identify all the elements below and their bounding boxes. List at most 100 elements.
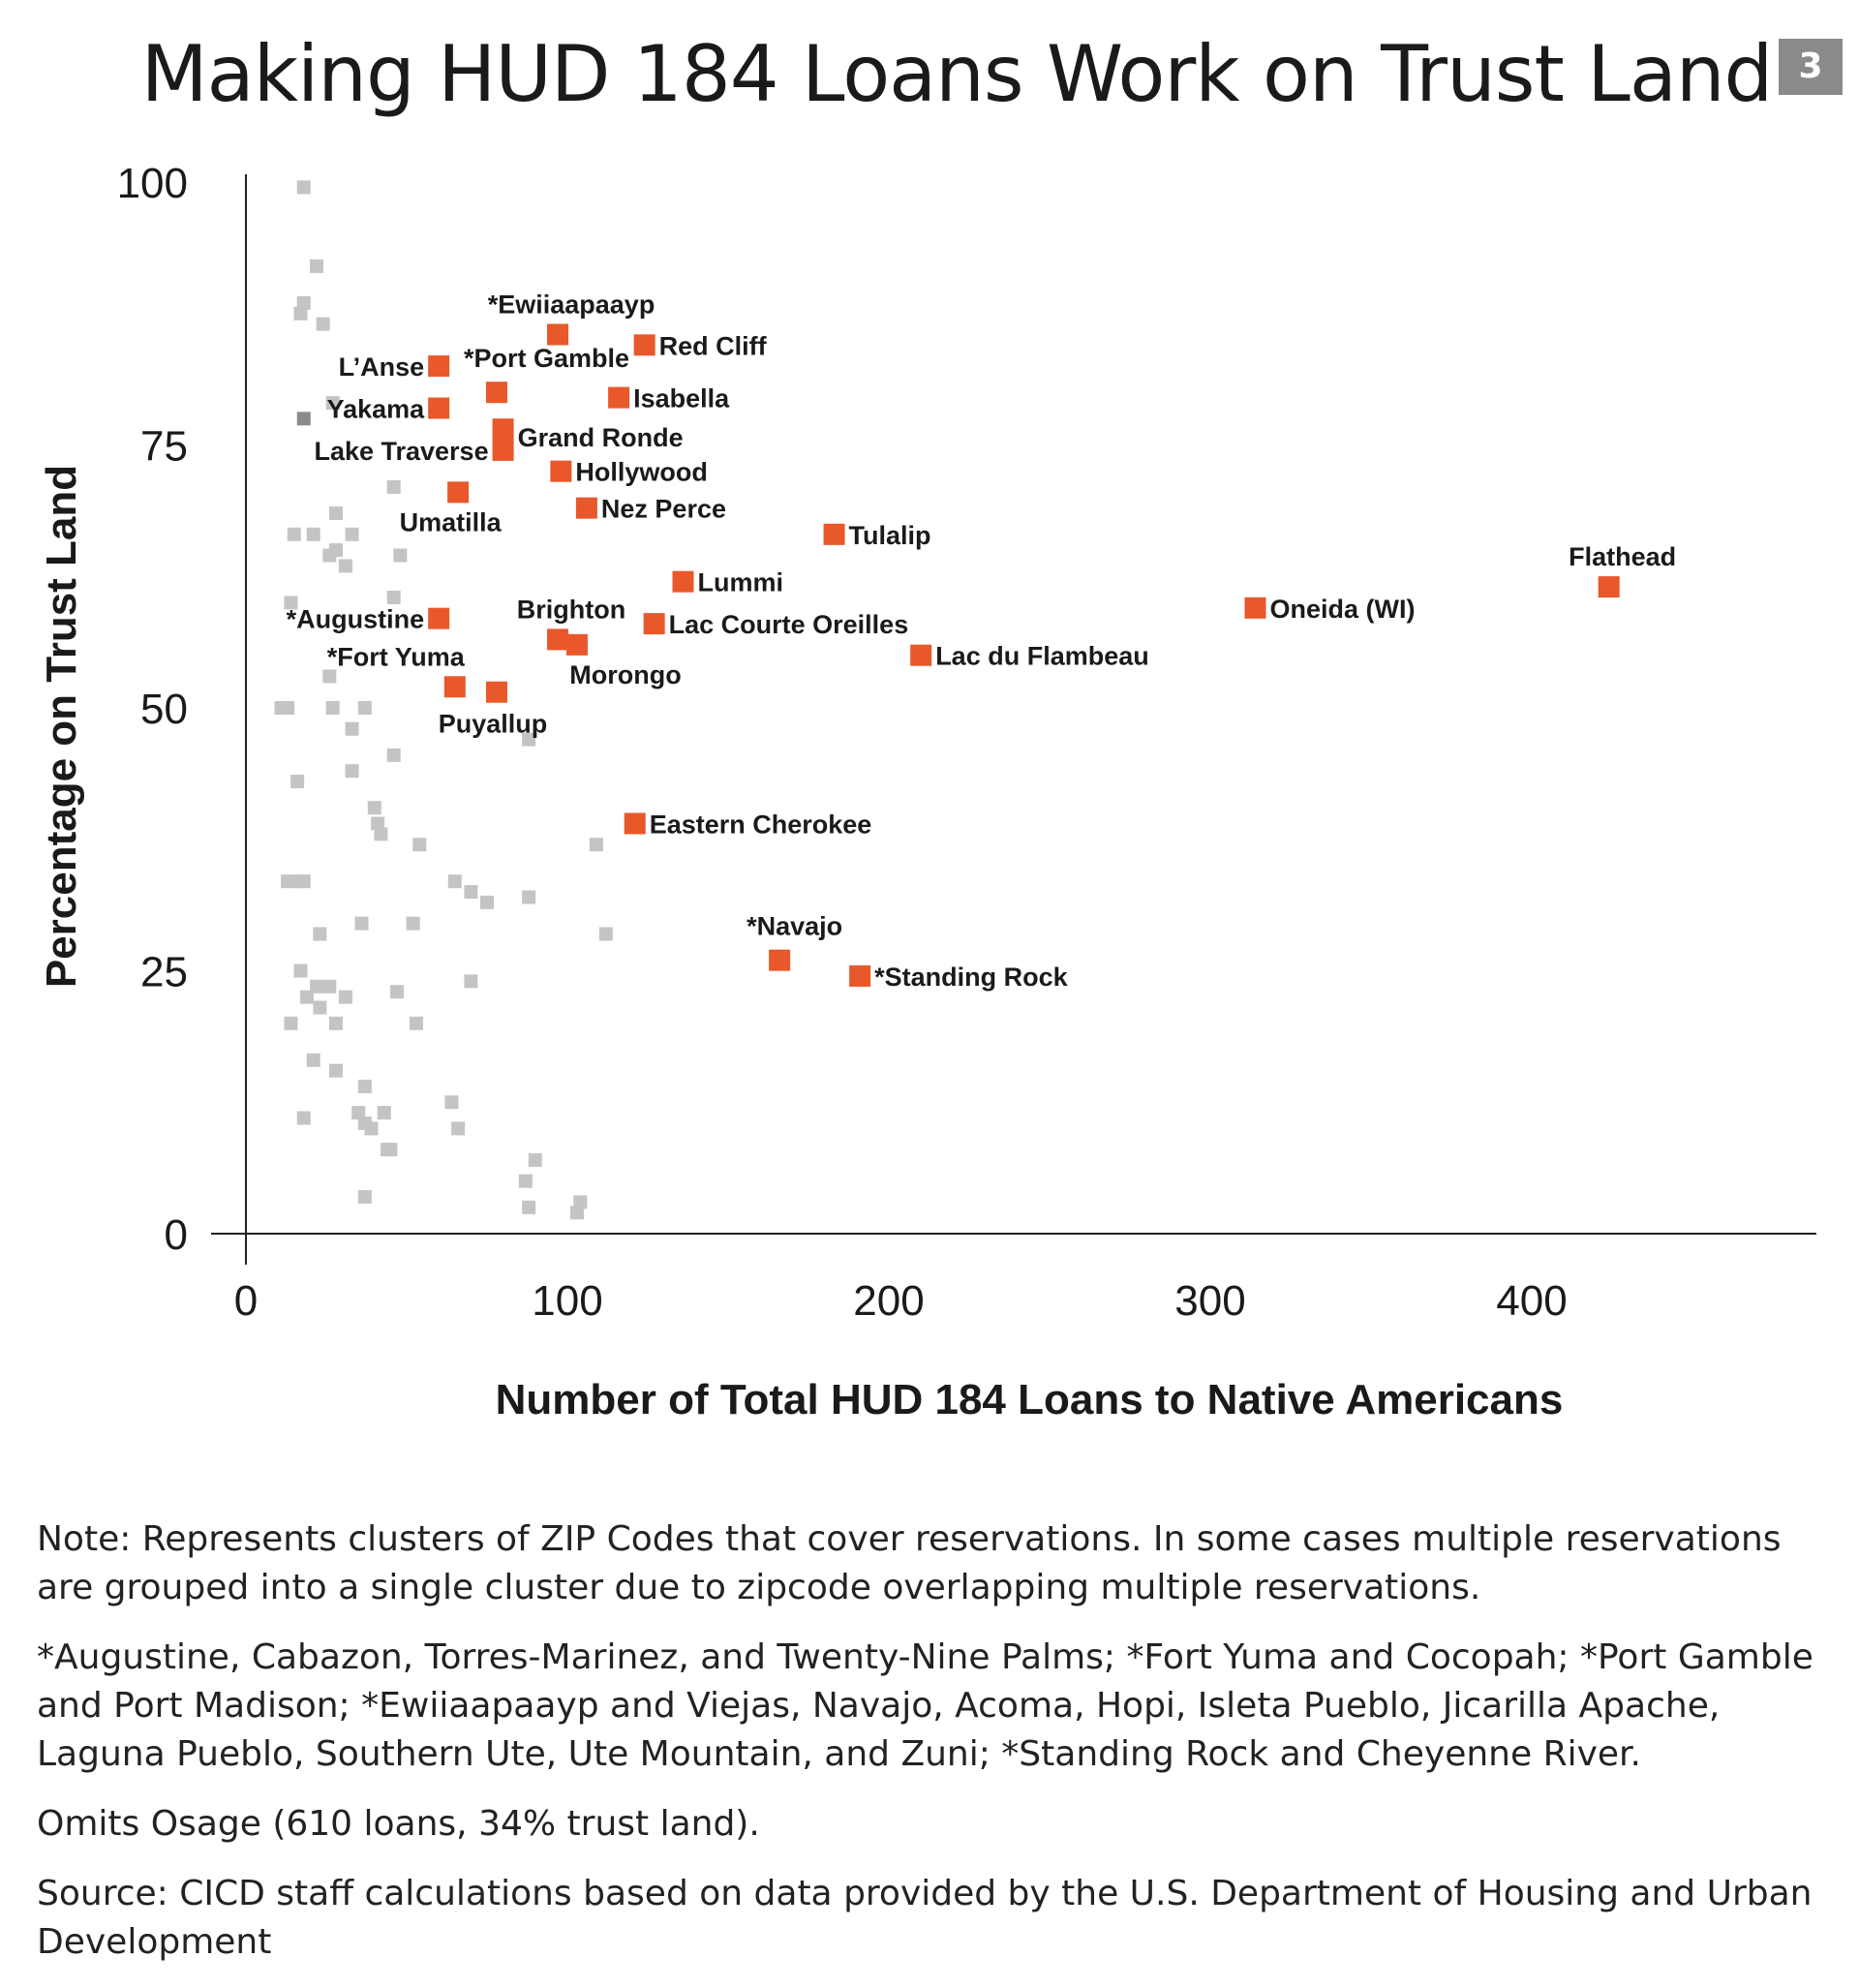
- highlighted-data-point: [547, 323, 569, 346]
- data-point: [447, 874, 462, 889]
- chart-title: Making HUD 184 Loans Work on Trust Land: [140, 29, 1774, 119]
- highlighted-data-point: [485, 681, 507, 703]
- point-label: L’Anse: [339, 352, 425, 382]
- chart-notes: Note: Represents clusters of ZIP Codes t…: [37, 1515, 1828, 1988]
- asterisk-footnote: *Augustine, Cabazon, Torres-Marinez, and…: [37, 1637, 1813, 1774]
- y-tick-label: 25: [140, 949, 188, 996]
- point-label: *Augustine: [287, 605, 425, 634]
- data-point: [345, 721, 359, 736]
- data-point: [589, 838, 603, 852]
- data-point: [598, 927, 613, 941]
- data-point: [371, 816, 385, 831]
- data-point: [322, 548, 337, 563]
- x-tick-label: 400: [1496, 1277, 1567, 1325]
- data-point: [313, 927, 327, 941]
- data-point: [296, 1111, 311, 1125]
- data-point: [377, 1106, 391, 1120]
- data-point: [325, 701, 340, 715]
- data-point: [393, 548, 408, 563]
- data-point: [357, 701, 372, 715]
- highlighted-data-point: [492, 439, 514, 461]
- data-point: [328, 1016, 343, 1030]
- data-point: [364, 1121, 379, 1136]
- point-label: Oneida (WI): [1269, 595, 1415, 624]
- data-point: [357, 1079, 372, 1093]
- x-tick-label: 300: [1174, 1277, 1245, 1325]
- data-point: [528, 1152, 542, 1167]
- y-axis-label: Percentage on Trust Land: [38, 465, 85, 988]
- highlighted-data-point: [1598, 576, 1620, 598]
- data-point: [293, 306, 308, 321]
- data-point: [354, 916, 369, 931]
- data-point: [313, 1000, 327, 1015]
- data-point: [322, 979, 337, 994]
- highlighted-data-point: [565, 633, 588, 656]
- highlighted-data-point: [910, 644, 932, 666]
- point-label: *Standing Rock: [874, 963, 1069, 992]
- data-point: [390, 985, 405, 999]
- data-point: [464, 885, 478, 900]
- highlighted-data-point: [492, 418, 514, 441]
- data-point: [383, 1143, 398, 1157]
- highlighted-data-point: [550, 460, 572, 482]
- data-point: [300, 990, 315, 1004]
- highlighted-data-point: [633, 334, 655, 356]
- highlighted-data-point: [643, 613, 665, 635]
- highlighted-data-point: [608, 386, 630, 409]
- data-point: [386, 479, 401, 494]
- data-point: [409, 1016, 423, 1030]
- point-label: *Navajo: [747, 912, 842, 941]
- data-point: [306, 527, 320, 541]
- highlighted-data-point: [1244, 596, 1266, 619]
- point-label: Puyallup: [439, 710, 548, 739]
- source-note: Source: CICD staff calculations based on…: [37, 1874, 1813, 1962]
- data-point: [386, 748, 401, 762]
- highlighted-data-point: [672, 570, 694, 593]
- data-point: [464, 974, 478, 989]
- x-tick-label: 200: [853, 1277, 924, 1325]
- data-point: [522, 1200, 536, 1214]
- point-label: Lake Traverse: [314, 437, 488, 466]
- data-point: [480, 895, 494, 909]
- data-point: [345, 764, 359, 779]
- data-point: [374, 827, 388, 841]
- data-point: [328, 506, 343, 521]
- point-label: *Ewiiaapaayp: [488, 290, 655, 319]
- highlighted-data-point: [428, 355, 450, 378]
- highlighted-data-point: [485, 382, 507, 404]
- data-point: [386, 590, 401, 604]
- point-label: Lac Courte Oreilles: [669, 610, 909, 639]
- highlighted-data-point: [575, 497, 597, 519]
- point-label: Flathead: [1569, 542, 1676, 571]
- x-tick-label: 0: [234, 1277, 258, 1325]
- point-label: Brighton: [517, 595, 625, 624]
- point-label: Hollywood: [575, 458, 708, 487]
- data-point: [451, 1121, 466, 1136]
- point-label: Grand Ronde: [518, 423, 684, 452]
- data-point: [296, 295, 311, 310]
- point-label: Tulalip: [849, 521, 931, 550]
- point-label: Eastern Cherokee: [650, 810, 872, 839]
- data-point: [351, 1106, 366, 1120]
- data-point: [569, 1206, 584, 1220]
- point-label: *Port Gamble: [464, 344, 629, 373]
- data-point: [406, 916, 420, 931]
- data-point: [444, 1095, 459, 1110]
- data-point: [310, 259, 324, 273]
- scatter-chart: 0 25 50 75 100 0 100 200 300 400 *EwiiaapaaypRed …: [38, 160, 1816, 1423]
- data-point: [573, 1195, 588, 1209]
- data-point: [306, 1053, 320, 1067]
- other-points-layer: [274, 180, 613, 1220]
- data-point: [316, 317, 330, 331]
- data-point: [284, 1016, 298, 1030]
- highlighted-data-point: [624, 812, 646, 835]
- point-label: Isabella: [633, 384, 730, 413]
- data-point: [522, 732, 536, 747]
- point-label: Umatilla: [400, 507, 503, 536]
- highlighted-data-point: [428, 607, 450, 629]
- data-point: [293, 963, 308, 978]
- point-label: Lummi: [698, 568, 784, 597]
- omission-note: Omits Osage (610 loans, 34% trust land).: [37, 1804, 760, 1844]
- point-label: Morongo: [569, 660, 681, 689]
